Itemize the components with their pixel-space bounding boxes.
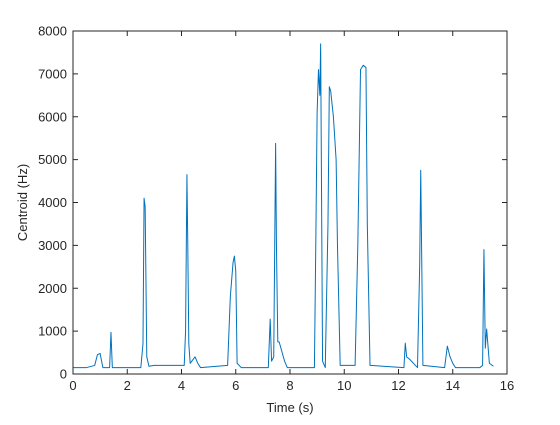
y-axis-label: Centroid (Hz) [15,164,30,241]
x-tick-label: 10 [337,378,351,393]
y-tick-label: 6000 [38,109,67,124]
data-line [73,43,494,369]
x-tick-label: 4 [178,378,185,393]
x-tick-label: 14 [446,378,460,393]
y-tick-label: 8000 [38,24,67,39]
y-tick-label: 3000 [38,238,67,253]
x-tick-label: 2 [124,378,131,393]
x-axis-label: Time (s) [266,400,313,415]
y-tick-label: 5000 [38,152,67,167]
x-tick-label: 8 [286,378,293,393]
x-tick-label: 0 [69,378,76,393]
y-tick-label: 7000 [38,66,67,81]
y-tick-label: 0 [60,367,67,382]
plot-area [73,31,507,374]
y-tick-label: 4000 [38,195,67,210]
x-tick-label: 6 [232,378,239,393]
axes-box [72,30,508,375]
x-tick-label: 12 [391,378,405,393]
y-tick-label: 2000 [38,281,67,296]
x-tick-label: 16 [500,378,514,393]
y-tick-label: 1000 [38,324,67,339]
